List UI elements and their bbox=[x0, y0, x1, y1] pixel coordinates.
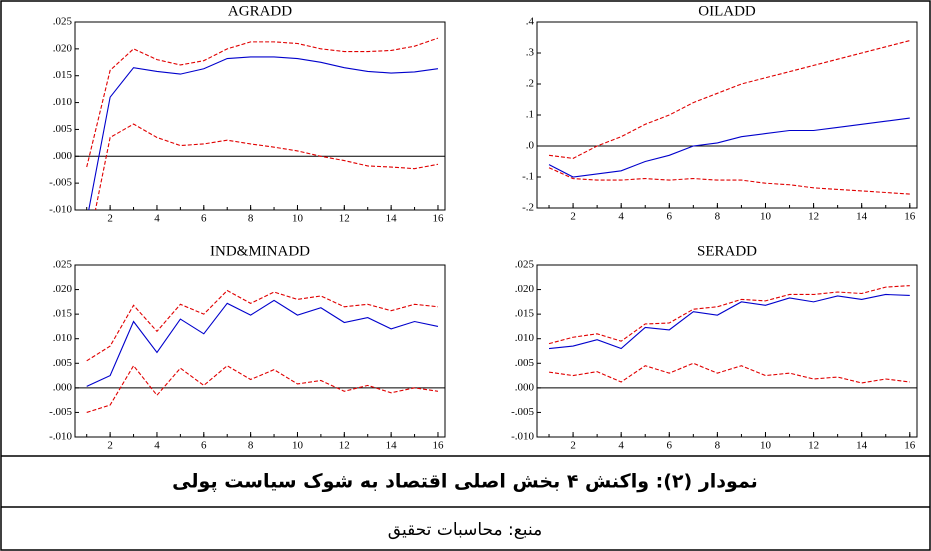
x-tick-label: 10 bbox=[760, 440, 772, 452]
y-tick-label: .010 bbox=[53, 96, 73, 108]
plot-frame bbox=[536, 264, 918, 438]
x-tick-label: 6 bbox=[667, 211, 673, 223]
x-tick-label: 12 bbox=[339, 213, 350, 225]
y-tick-label: .3 bbox=[526, 47, 535, 59]
y-tick-label: -.005 bbox=[49, 177, 72, 189]
series-line bbox=[86, 289, 439, 362]
panel-title: IND&MINADD bbox=[210, 243, 310, 259]
y-tick-label: .025 bbox=[515, 259, 535, 271]
y-tick-label: .005 bbox=[515, 357, 535, 369]
panel: OILADD -.2 -.1 .0 .1 .2 .3 .4 2 4 6 8 10 12 14 16 bbox=[522, 3, 918, 223]
panel: IND&MINADD -.010 -.005 .000 .005 .010 .015 .020… bbox=[49, 243, 446, 452]
x-tick-label: 12 bbox=[808, 440, 819, 452]
x-tick-label: 12 bbox=[808, 211, 819, 223]
y-tick-label: .015 bbox=[515, 308, 535, 320]
x-tick-label: 16 bbox=[904, 440, 916, 452]
y-tick-label: .010 bbox=[53, 332, 73, 344]
series-line bbox=[548, 362, 910, 384]
x-tick-label: 14 bbox=[386, 213, 398, 225]
panel: SERADD -.010 -.005 .000 .005 .010 .015 .020 .025… bbox=[511, 243, 918, 452]
y-tick-label: .015 bbox=[53, 69, 73, 81]
x-tick-label: 4 bbox=[154, 213, 160, 225]
x-tick-label: 6 bbox=[201, 440, 207, 452]
y-tick-label: .1 bbox=[526, 109, 534, 121]
panel: AGRADD -.010 -.005 .000 .005 .010 .015 .020 .025… bbox=[49, 3, 446, 225]
x-tick-label: 14 bbox=[856, 440, 868, 452]
y-tick-label: -.010 bbox=[511, 431, 534, 443]
x-tick-label: 10 bbox=[760, 211, 772, 223]
series-line bbox=[548, 293, 910, 350]
y-tick-label: .025 bbox=[53, 16, 73, 28]
y-tick-label: .000 bbox=[53, 381, 73, 393]
source-note: منبع: محاسبات تحقیق bbox=[388, 520, 542, 540]
y-tick-label: .020 bbox=[53, 283, 73, 295]
series-line bbox=[548, 40, 910, 159]
y-tick-label: .025 bbox=[53, 259, 73, 271]
x-tick-label: 8 bbox=[248, 213, 254, 225]
x-tick-label: 12 bbox=[339, 440, 350, 452]
x-tick-label: 4 bbox=[618, 440, 624, 452]
x-tick-label: 6 bbox=[667, 440, 673, 452]
x-tick-label: 4 bbox=[154, 440, 160, 452]
x-tick-label: 2 bbox=[107, 213, 113, 225]
y-tick-label: -.005 bbox=[49, 406, 72, 418]
panel-title: SERADD bbox=[697, 243, 757, 259]
x-tick-label: 14 bbox=[856, 211, 868, 223]
x-tick-label: 2 bbox=[570, 211, 576, 223]
y-tick-label: .020 bbox=[515, 283, 535, 295]
series-line bbox=[86, 37, 439, 168]
x-tick-label: 16 bbox=[432, 213, 444, 225]
series-line bbox=[548, 285, 910, 345]
x-tick-label: 14 bbox=[386, 440, 398, 452]
series-line bbox=[88, 56, 439, 210]
y-tick-label: .000 bbox=[515, 381, 535, 393]
y-tick-label: .000 bbox=[53, 150, 73, 162]
x-tick-label: 10 bbox=[292, 213, 304, 225]
figure-caption: نمودار (۲): واکنش ۴ بخش اصلی اقتصاد به ش… bbox=[172, 471, 758, 493]
y-tick-label: -.010 bbox=[49, 204, 72, 216]
series-line bbox=[548, 117, 910, 178]
y-tick-label: -.010 bbox=[49, 431, 72, 443]
series-line bbox=[94, 123, 439, 210]
x-tick-label: 6 bbox=[201, 213, 207, 225]
y-tick-label: .005 bbox=[53, 357, 73, 369]
x-tick-label: 10 bbox=[292, 440, 304, 452]
x-tick-label: 16 bbox=[904, 211, 916, 223]
x-tick-label: 2 bbox=[570, 440, 576, 452]
y-tick-label: .2 bbox=[526, 78, 534, 90]
y-tick-label: .0 bbox=[526, 140, 535, 152]
panel-title: OILADD bbox=[698, 3, 756, 19]
x-tick-label: 8 bbox=[248, 440, 254, 452]
x-tick-label: 4 bbox=[618, 211, 624, 223]
y-tick-label: .020 bbox=[53, 42, 73, 54]
y-tick-label: -.2 bbox=[522, 202, 534, 214]
y-tick-label: -.1 bbox=[522, 171, 534, 183]
series-line bbox=[548, 167, 910, 195]
panel-title: AGRADD bbox=[228, 3, 292, 19]
series-line bbox=[86, 299, 439, 387]
y-tick-label: -.005 bbox=[511, 406, 534, 418]
x-tick-label: 2 bbox=[107, 440, 113, 452]
x-tick-label: 16 bbox=[432, 440, 444, 452]
x-tick-label: 8 bbox=[715, 211, 721, 223]
x-tick-label: 8 bbox=[715, 440, 721, 452]
y-tick-label: .010 bbox=[515, 332, 535, 344]
y-tick-label: .015 bbox=[53, 308, 73, 320]
series-line bbox=[86, 364, 439, 413]
y-tick-label: .4 bbox=[526, 16, 535, 28]
plot-frame bbox=[74, 21, 446, 211]
y-tick-label: .005 bbox=[53, 123, 73, 135]
plot-frame bbox=[74, 264, 446, 438]
